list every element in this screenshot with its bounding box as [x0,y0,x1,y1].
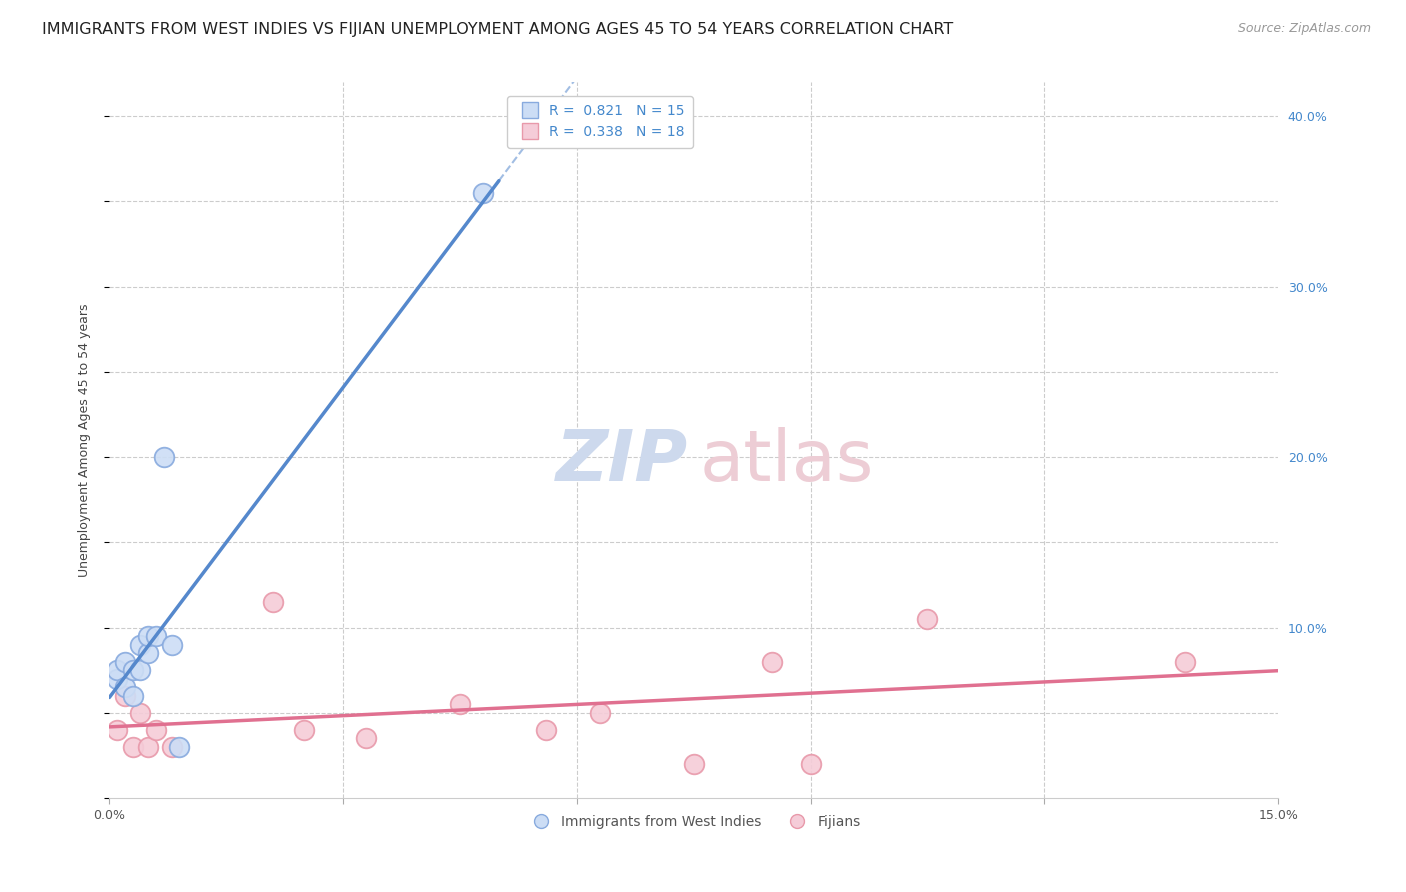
Point [682,757,704,772]
Text: atlas: atlas [700,427,875,496]
Point [145,629,167,643]
Point [136,629,159,643]
Point [105,663,128,677]
Point [136,646,159,660]
Point [356,731,378,746]
Point [153,450,176,464]
Text: Source: ZipAtlas.com: Source: ZipAtlas.com [1237,22,1371,36]
Point [761,655,783,669]
Point [589,706,612,720]
Point [105,723,128,737]
Point [160,739,183,754]
Point [472,186,495,200]
Point [534,723,557,737]
Point [136,739,159,754]
Point [292,723,315,737]
Point [917,612,939,626]
Point [129,638,152,652]
Text: IMMIGRANTS FROM WEST INDIES VS FIJIAN UNEMPLOYMENT AMONG AGES 45 TO 54 YEARS COR: IMMIGRANTS FROM WEST INDIES VS FIJIAN UN… [42,22,953,37]
Y-axis label: Unemployment Among Ages 45 to 54 years: Unemployment Among Ages 45 to 54 years [79,303,91,577]
Text: ZIP: ZIP [555,427,688,496]
Legend: Immigrants from West Indies, Fijians: Immigrants from West Indies, Fijians [522,809,866,834]
Point [449,698,471,712]
Point [800,757,823,772]
Point [145,723,167,737]
Point [1174,655,1197,669]
Point [121,689,143,703]
Point [121,663,143,677]
Point [114,689,136,703]
Point [121,739,143,754]
Point [114,681,136,695]
Point [129,663,152,677]
Point [160,638,183,652]
Point [169,739,191,754]
Point [114,655,136,669]
Point [129,706,152,720]
Point [262,595,284,609]
Point [105,672,128,686]
